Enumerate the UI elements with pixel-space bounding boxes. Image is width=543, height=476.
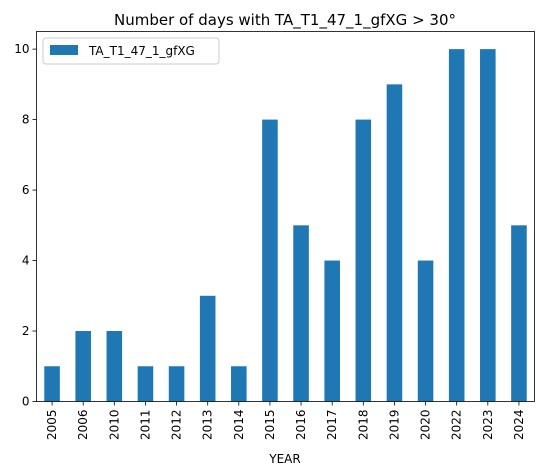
bar-2005 [44, 366, 60, 402]
legend: TA_T1_47_1_gfXG [42, 37, 220, 65]
bar-2023 [480, 49, 496, 402]
bar-2012 [168, 366, 185, 402]
x-tick-label-2022: 2022 [450, 410, 464, 441]
x-tick-label-2011: 2011 [138, 410, 152, 441]
x-tick-label-2023: 2023 [481, 410, 495, 441]
y-tick-label-2: 2 [22, 324, 30, 338]
x-axis-label: YEAR [268, 452, 300, 466]
y-tick-label-0: 0 [22, 395, 30, 409]
bar-2019 [386, 84, 403, 402]
x-tick-label-2017: 2017 [325, 410, 339, 441]
legend-label: TA_T1_47_1_gfXG [88, 44, 195, 58]
chart-title: Number of days with TA_T1_47_1_gfXG > 30… [114, 11, 456, 30]
bar-2016 [293, 225, 309, 402]
plot-frame [36, 31, 535, 402]
x-tick-label-2024: 2024 [512, 410, 526, 441]
bar-2015 [262, 119, 278, 402]
bar-2024 [511, 225, 527, 402]
x-tick-label-2013: 2013 [201, 410, 215, 441]
legend-swatch [50, 45, 78, 55]
x-axis-ticks: 2005 2006 2010 2011 2012 2013 2014 2015 2016 2017… [45, 401, 526, 441]
x-tick-label-2015: 2015 [263, 410, 277, 441]
x-tick-label-2014: 2014 [232, 410, 246, 441]
x-tick-label-2005: 2005 [45, 410, 59, 441]
y-axis-ticks: 0 2 4 6 8 10 [14, 42, 37, 409]
y-tick-label-4: 4 [22, 254, 30, 268]
bar-2014 [231, 366, 247, 402]
y-tick-label-8: 8 [22, 113, 30, 127]
bars-group [44, 49, 527, 402]
legend-box [42, 37, 220, 65]
bar-2011 [137, 366, 154, 402]
bar-2010 [106, 331, 123, 402]
bar-2018 [355, 119, 372, 402]
x-tick-label-2018: 2018 [356, 410, 370, 441]
bar-2013 [199, 295, 216, 402]
bar-2022 [448, 49, 465, 402]
x-tick-label-2010: 2010 [107, 410, 121, 441]
x-tick-label-2019: 2019 [387, 410, 401, 441]
bar-2017 [324, 260, 340, 402]
bar-2006 [75, 331, 91, 402]
x-tick-label-2012: 2012 [170, 410, 184, 441]
bar-2020 [417, 260, 434, 402]
x-tick-label-2020: 2020 [419, 410, 433, 441]
x-tick-label-2006: 2006 [76, 410, 90, 441]
y-tick-label-6: 6 [22, 183, 30, 197]
x-tick-label-2016: 2016 [294, 410, 308, 441]
y-tick-label-10: 10 [14, 42, 29, 56]
